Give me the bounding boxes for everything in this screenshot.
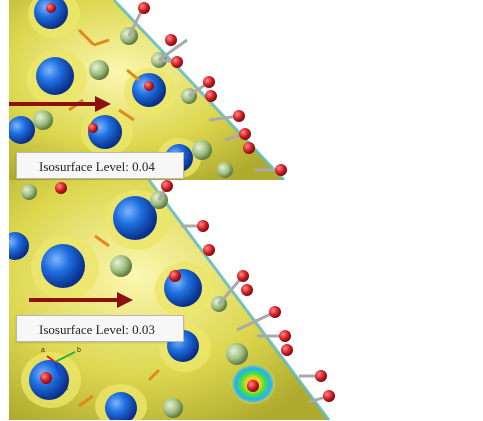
carbon-atoms: [21, 184, 248, 418]
axis-label-c: c: [65, 385, 69, 392]
arrow-icon: [9, 96, 111, 112]
molecular-render-bottom: a b c: [9, 180, 335, 420]
crystal-axes-icon: a b c: [41, 347, 81, 392]
arrow-icon: [29, 292, 133, 308]
isosurface-level-label: Isosurface Level: 0.04: [16, 152, 184, 179]
axis-label-b: b: [77, 347, 81, 354]
molecular-render-top: [9, 0, 287, 180]
isosurface-level-label: Isosurface Level: 0.03: [16, 315, 184, 342]
axis-label-a: a: [41, 347, 45, 354]
blue-atoms: [9, 190, 275, 420]
isosurface-view-bottom: a b c: [9, 180, 483, 420]
carbon-atoms: [33, 27, 233, 178]
oxygen-atoms: [46, 2, 287, 176]
bonds: [68, 28, 140, 122]
oxygen-atoms: [40, 180, 335, 404]
isosurface-view-top: [9, 0, 483, 180]
